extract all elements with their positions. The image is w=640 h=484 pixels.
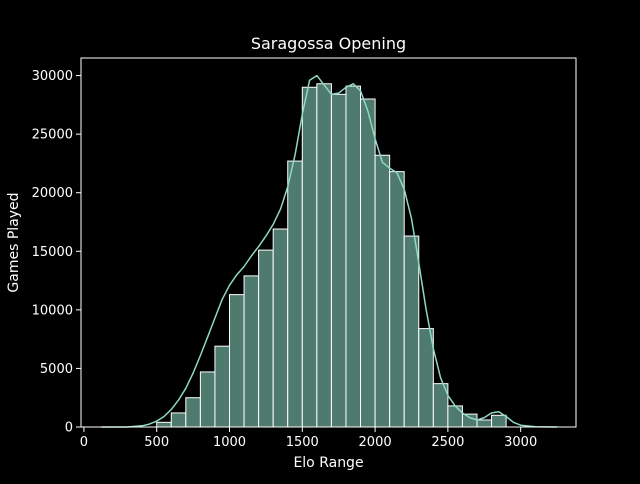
x-tick-label: 3000	[504, 435, 537, 450]
bar-1750	[330, 93, 347, 428]
y-tick-label: 10000	[32, 303, 73, 318]
bar-2350	[418, 328, 434, 428]
y-tick-label: 15000	[32, 245, 73, 260]
plot-frame	[80, 57, 577, 428]
bar-750	[185, 397, 201, 428]
x-tick-label: 1500	[286, 435, 319, 450]
y-axis-label: Games Played	[6, 192, 22, 292]
bar-850	[199, 371, 216, 428]
bar-2050	[374, 154, 391, 428]
y-tick-label: 25000	[32, 128, 73, 143]
kde-line	[101, 74, 558, 428]
bar-1950	[360, 98, 376, 428]
bars-group	[156, 83, 507, 428]
y-tick-label: 30000	[32, 69, 73, 84]
bar-950	[214, 345, 231, 428]
x-tick-label: 2000	[359, 435, 392, 450]
bar-2750	[476, 419, 493, 428]
bar-2850	[491, 414, 507, 428]
bar-650	[170, 412, 187, 428]
x-ticks-group: 0 500 1000 1500 2000 2500 3000	[80, 427, 537, 450]
y-tick-label: 5000	[40, 362, 73, 377]
bar-1650	[316, 83, 332, 428]
bar-1350	[272, 228, 289, 428]
bar-550	[156, 421, 172, 428]
x-tick-label: 0	[80, 435, 88, 450]
bar-2150	[389, 171, 405, 428]
bar-2650	[461, 413, 478, 428]
bar-1550	[301, 86, 318, 428]
bar-1850	[345, 85, 362, 428]
x-tick-label: 2500	[431, 435, 464, 450]
x-axis-label: Elo Range	[293, 455, 363, 471]
bar-1050	[229, 294, 245, 428]
bar-1150	[243, 275, 260, 428]
bar-1250	[258, 249, 274, 428]
chart-title: Saragossa Opening	[251, 34, 406, 53]
bar-1450	[287, 160, 303, 428]
y-tick-label: 0	[65, 421, 73, 436]
bar-2250	[403, 235, 420, 428]
y-tick-label: 20000	[32, 186, 73, 201]
y-ticks-group: 0 5000 10000 15000 20000 25000 30000	[32, 69, 81, 436]
kde-group	[101, 74, 558, 428]
x-tick-label: 1000	[213, 435, 246, 450]
bar-2550	[447, 405, 463, 428]
x-tick-label: 500	[144, 435, 169, 450]
